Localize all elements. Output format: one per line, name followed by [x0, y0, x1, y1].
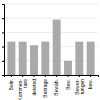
tick: Bewer-tungen: [74, 75, 85, 95]
tick-label-line: tungen: [79, 79, 85, 95]
tick-label: Beitr.: [8, 79, 14, 90]
tick-mark: [2, 47, 4, 48]
tick: [2, 4, 4, 5]
tick-mark: [2, 75, 4, 76]
grid-line: [4, 60, 98, 61]
tick: [2, 18, 4, 19]
chart: Beitr.Kommen-taredeleted Beiträge Bewäh. Be…: [0, 0, 100, 100]
tick-mark: [34, 75, 35, 77]
x-axis: Beitr.Kommen-taredeleted Beiträge Bewäh. Be…: [5, 75, 99, 100]
tick: Beitr.: [8, 75, 14, 90]
tick-label: Bewäh.: [53, 79, 59, 96]
tick-label-line: bew.: [87, 79, 93, 89]
tick-mark: [2, 4, 4, 5]
tick-label: Beiträge: [42, 79, 48, 98]
tick-label: deleted: [31, 79, 37, 96]
axis-line: [2, 5, 5, 76]
grid: [4, 4, 98, 75]
tick: Kommen-tare: [17, 75, 28, 100]
bar: [30, 45, 38, 75]
tick-mark: [67, 75, 68, 77]
tick: bew.: [87, 75, 93, 89]
tick-mark: [79, 75, 80, 77]
tick-label: bew.: [87, 79, 93, 89]
tick-mark: [45, 75, 46, 77]
tick: Bew.: [65, 75, 71, 90]
tick-label-line: deleted: [31, 79, 37, 96]
tick-label: Bewer-tungen: [74, 79, 85, 95]
y-axis: [2, 5, 5, 76]
tick: Bewäh.: [53, 75, 59, 96]
tick: [2, 47, 4, 48]
tick-label-line: Beiträge: [42, 79, 48, 98]
tick: [2, 32, 4, 33]
bar: [41, 42, 49, 75]
axis-line: [5, 76, 99, 78]
grid-line: [4, 46, 98, 47]
tick-label-line: Bewäh.: [53, 79, 59, 96]
tick-label: Kommen-tare: [17, 79, 28, 100]
bars: [7, 20, 94, 75]
tick-mark: [22, 75, 23, 77]
tick-mark: [11, 75, 12, 77]
grid-line: [4, 18, 98, 19]
tick-label-line: tare: [22, 79, 28, 88]
tick-mark: [56, 75, 57, 77]
bar: [53, 20, 61, 75]
tick-mark: [90, 75, 91, 77]
tick: deleted: [31, 75, 37, 95]
bar: [87, 42, 95, 75]
bar: [19, 42, 27, 75]
tick-mark: [2, 18, 4, 19]
grid-line: [4, 32, 98, 33]
tick-mark: [2, 61, 4, 62]
tick-mark: [2, 32, 4, 33]
tick-label-line: Beitr.: [8, 79, 14, 90]
tick-label: Bew.: [65, 79, 71, 90]
bar: [64, 61, 72, 75]
bar: [7, 42, 15, 75]
tick: [2, 75, 4, 76]
bar: [75, 42, 83, 75]
tick: [2, 61, 4, 62]
tick: Beiträge: [42, 75, 48, 98]
plot: Beitr.Kommen-taredeleted Beiträge Bewäh. Be…: [2, 4, 99, 100]
grid-line: [4, 4, 98, 5]
tick-label-line: Bew.: [65, 79, 71, 90]
